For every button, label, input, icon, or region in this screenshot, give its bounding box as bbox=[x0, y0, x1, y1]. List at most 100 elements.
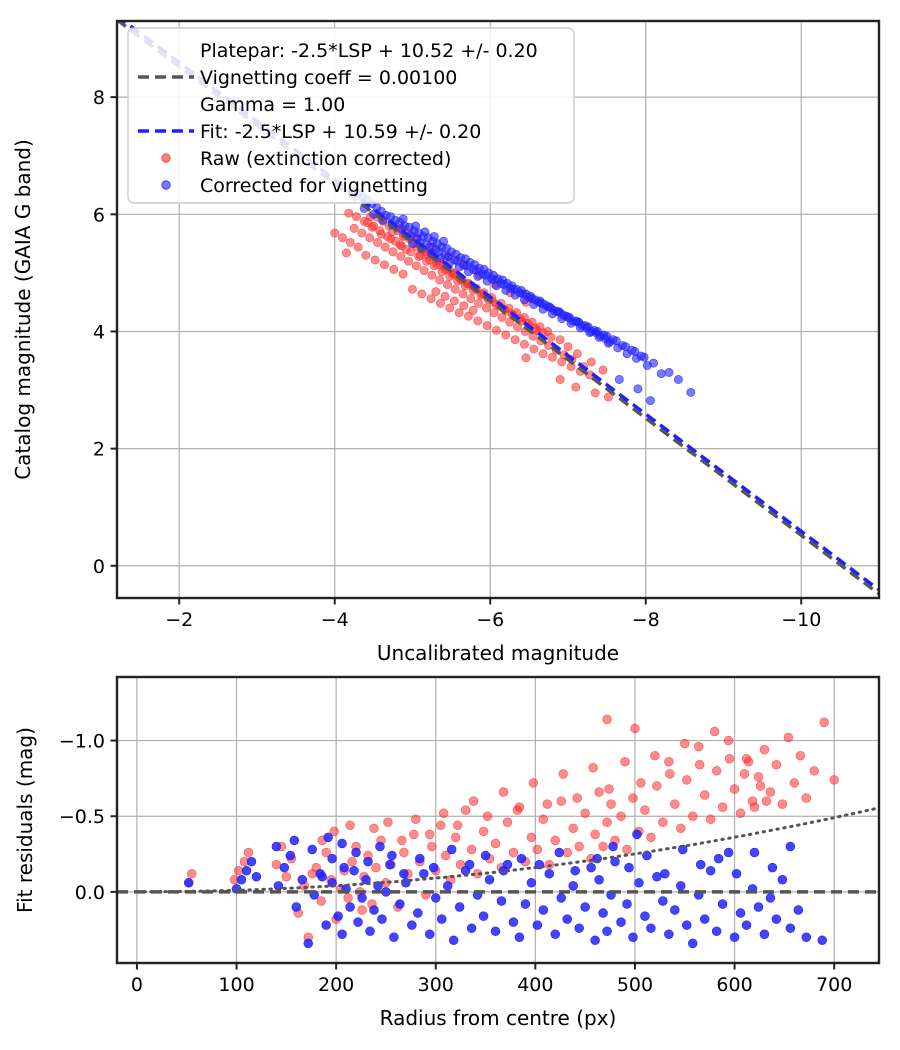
data-point bbox=[389, 264, 399, 274]
legend-label: Vignetting coeff = 0.00100 bbox=[200, 67, 457, 89]
data-point bbox=[761, 796, 772, 806]
legend-label: Fit: -2.5*LSP + 10.59 +/- 0.20 bbox=[200, 121, 481, 143]
data-point bbox=[279, 862, 290, 873]
x-axis-label-photometry: Uncalibrated magnitude bbox=[377, 641, 619, 665]
data-point bbox=[767, 862, 778, 873]
data-point bbox=[557, 357, 567, 367]
data-point bbox=[785, 841, 796, 852]
data-point bbox=[556, 893, 566, 903]
series-corrected-for-vignetting bbox=[183, 829, 827, 949]
series-corrected-for-vignetting bbox=[353, 188, 696, 406]
data-point bbox=[460, 805, 471, 815]
data-point bbox=[482, 276, 492, 286]
tick-label-y: 0.0 bbox=[75, 882, 105, 904]
data-point bbox=[383, 817, 393, 828]
data-point bbox=[321, 847, 331, 858]
data-point bbox=[482, 811, 493, 821]
data-point bbox=[777, 875, 788, 885]
data-point bbox=[466, 294, 476, 304]
data-point bbox=[429, 232, 439, 242]
data-point bbox=[614, 375, 624, 384]
data-point bbox=[464, 859, 475, 870]
legend-label: Raw (extinction corrected) bbox=[200, 148, 451, 170]
data-point bbox=[411, 261, 421, 271]
data-point bbox=[749, 802, 760, 812]
data-point bbox=[570, 865, 580, 876]
data-point bbox=[496, 896, 507, 906]
data-point bbox=[809, 766, 819, 776]
data-point bbox=[526, 832, 537, 843]
data-point bbox=[426, 294, 436, 304]
data-point bbox=[765, 893, 776, 903]
data-point bbox=[357, 905, 367, 915]
data-point bbox=[598, 365, 608, 375]
data-point bbox=[251, 871, 262, 882]
data-point bbox=[466, 923, 477, 933]
legend-blue-dot-icon bbox=[161, 180, 171, 190]
data-point bbox=[604, 784, 614, 794]
legend-box bbox=[127, 27, 575, 204]
data-point bbox=[735, 808, 746, 818]
data-point bbox=[246, 856, 257, 867]
data-point bbox=[473, 271, 483, 281]
data-point bbox=[631, 353, 641, 363]
data-point bbox=[731, 868, 742, 879]
data-point bbox=[361, 875, 371, 885]
data-point bbox=[512, 805, 523, 815]
data-point bbox=[359, 216, 369, 226]
legend: Platepar: -2.5*LSP + 10.52 +/- 0.20 Vigne… bbox=[127, 27, 575, 204]
data-point bbox=[670, 799, 680, 809]
data-point bbox=[454, 262, 464, 272]
data-point bbox=[562, 914, 572, 924]
data-point bbox=[694, 760, 705, 770]
data-point bbox=[538, 814, 549, 824]
data-point bbox=[458, 289, 468, 299]
data-point bbox=[468, 305, 478, 315]
data-point bbox=[538, 349, 548, 359]
data-point bbox=[376, 229, 386, 239]
data-point bbox=[480, 850, 491, 861]
data-point bbox=[555, 335, 565, 345]
data-point bbox=[440, 291, 450, 301]
data-point bbox=[759, 929, 770, 939]
data-point bbox=[399, 847, 409, 858]
data-point bbox=[289, 835, 300, 846]
tick-label-y: 4 bbox=[93, 321, 105, 343]
data-point bbox=[673, 375, 683, 384]
data-point bbox=[755, 781, 766, 791]
plot-background-residuals bbox=[117, 677, 879, 963]
data-point bbox=[699, 790, 710, 800]
data-point bbox=[464, 311, 473, 321]
data-point bbox=[323, 832, 333, 843]
data-point bbox=[337, 929, 347, 939]
data-point bbox=[520, 899, 531, 909]
data-point bbox=[543, 327, 553, 336]
data-point bbox=[243, 847, 254, 858]
data-point bbox=[333, 911, 343, 921]
data-point bbox=[478, 826, 489, 837]
tick-label-x: 600 bbox=[716, 974, 752, 996]
legend-label: Corrected for vignetting bbox=[200, 175, 428, 197]
data-point bbox=[369, 823, 379, 834]
data-point bbox=[602, 817, 612, 828]
data-point bbox=[330, 228, 340, 238]
data-point bbox=[380, 242, 390, 252]
data-point bbox=[650, 750, 660, 761]
data-point bbox=[528, 778, 539, 788]
data-point bbox=[568, 881, 578, 891]
data-point bbox=[585, 328, 595, 338]
data-point bbox=[636, 778, 646, 788]
data-point bbox=[385, 859, 395, 870]
data-point bbox=[498, 787, 509, 797]
data-point bbox=[436, 298, 445, 308]
data-point bbox=[550, 835, 561, 846]
data-point bbox=[575, 323, 585, 333]
data-point bbox=[628, 793, 638, 803]
data-point bbox=[407, 920, 417, 930]
data-point bbox=[628, 932, 638, 943]
data-point bbox=[508, 917, 519, 927]
data-point bbox=[616, 811, 626, 821]
data-point bbox=[505, 317, 515, 327]
data-point bbox=[431, 893, 441, 903]
data-point bbox=[396, 252, 406, 261]
